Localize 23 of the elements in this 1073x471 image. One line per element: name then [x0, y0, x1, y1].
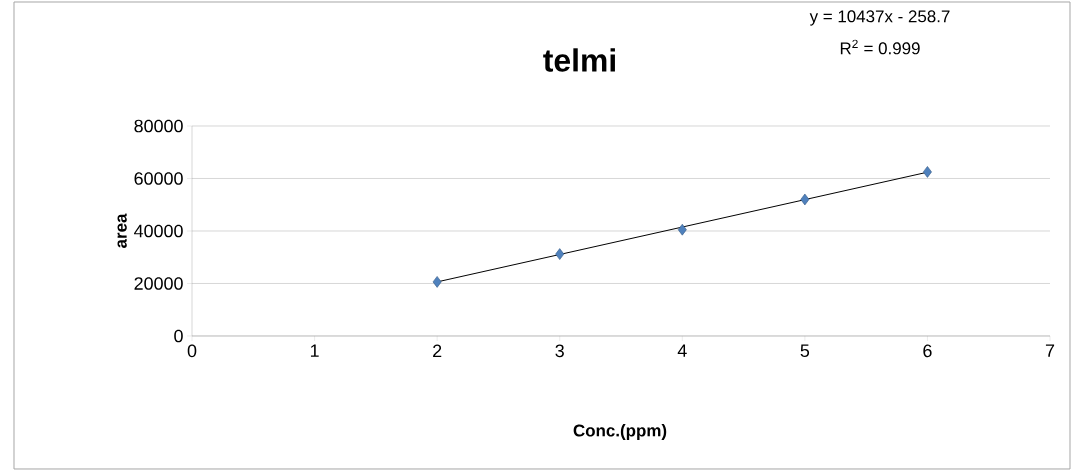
x-tick-label: 4	[677, 344, 687, 357]
x-tick-label: 2	[433, 344, 442, 358]
y-axis-title: area	[117, 213, 127, 248]
x-tick-label: 3	[555, 344, 564, 358]
point	[800, 193, 810, 206]
x-tick-label: 5	[800, 344, 810, 358]
x-tick-label: 0	[187, 344, 197, 358]
x-axis-title: Conc.(ppm)	[573, 424, 667, 440]
x-tick-label: 7	[1045, 344, 1055, 357]
point	[677, 223, 687, 236]
point	[432, 276, 442, 288]
y-tick-label: 0	[174, 329, 183, 343]
point	[555, 248, 565, 260]
point	[923, 166, 932, 178]
y-tick-label: 40000	[134, 224, 183, 238]
text: R$^{2}$ = 0.999	[840, 39, 920, 55]
x-tick-label: 6	[923, 344, 932, 358]
y-tick-label: 60000	[134, 172, 183, 185]
y-tick-label: 20000	[134, 277, 183, 290]
x-tick-label: 1	[310, 344, 319, 357]
text: y = 10437x - 258.7	[809, 10, 950, 26]
y-tick-label: 80000	[134, 119, 183, 133]
chart-title: telmi	[543, 48, 615, 72]
